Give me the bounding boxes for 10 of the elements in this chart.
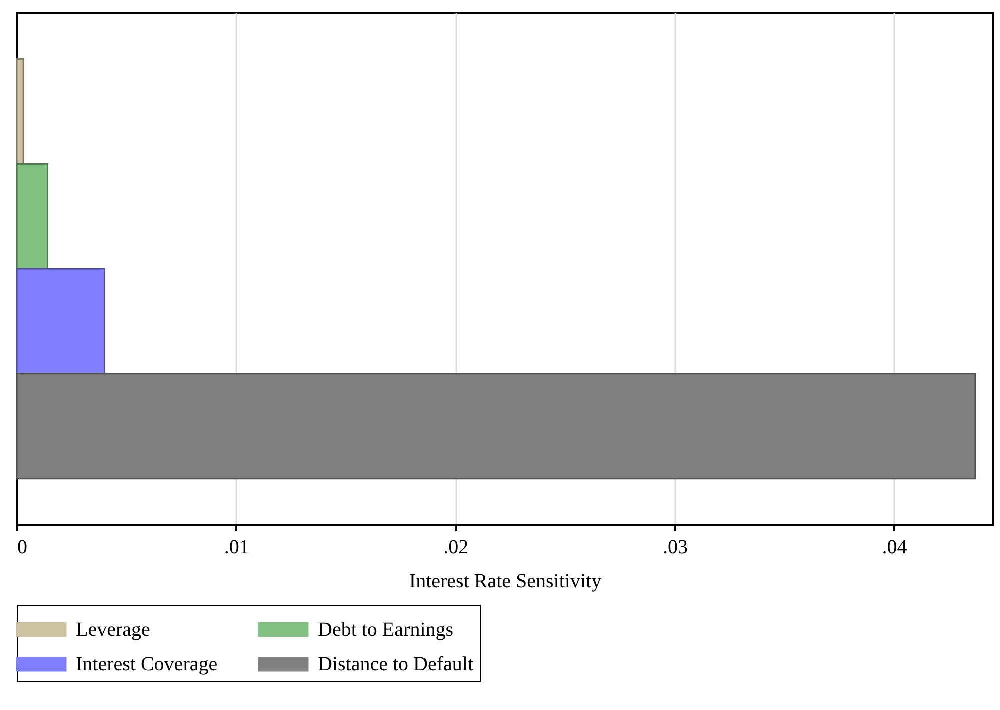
legend-label: Debt to Earnings xyxy=(318,618,454,641)
legend-label: Interest Coverage xyxy=(76,654,218,676)
x-axis-title: Interest Rate Sensitivity xyxy=(409,570,602,592)
legend-label: Leverage xyxy=(76,618,151,641)
x-tick-label: .01 xyxy=(224,536,250,558)
legend-label: Distance to Default xyxy=(318,654,474,676)
x-tick-label: .02 xyxy=(444,536,469,558)
x-tick-label: 0 xyxy=(18,536,28,558)
x-tick-label: .04 xyxy=(882,536,908,558)
x-tick-label: .03 xyxy=(662,536,688,558)
